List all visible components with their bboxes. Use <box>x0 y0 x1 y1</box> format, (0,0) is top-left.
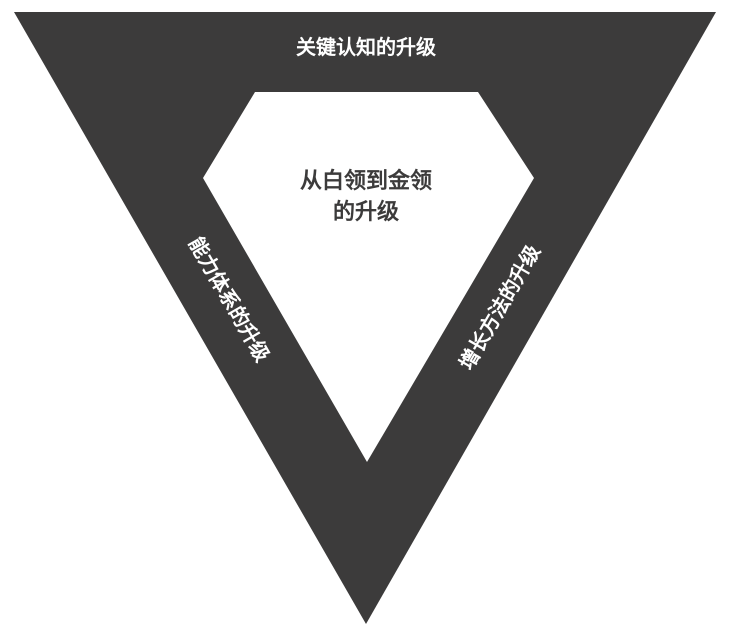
top-label: 关键认知的升级 <box>296 35 436 59</box>
center-label-line1: 从白领到金领 <box>300 168 432 194</box>
inner-diamond <box>203 92 534 462</box>
center-label-line2: 的升级 <box>333 199 399 225</box>
